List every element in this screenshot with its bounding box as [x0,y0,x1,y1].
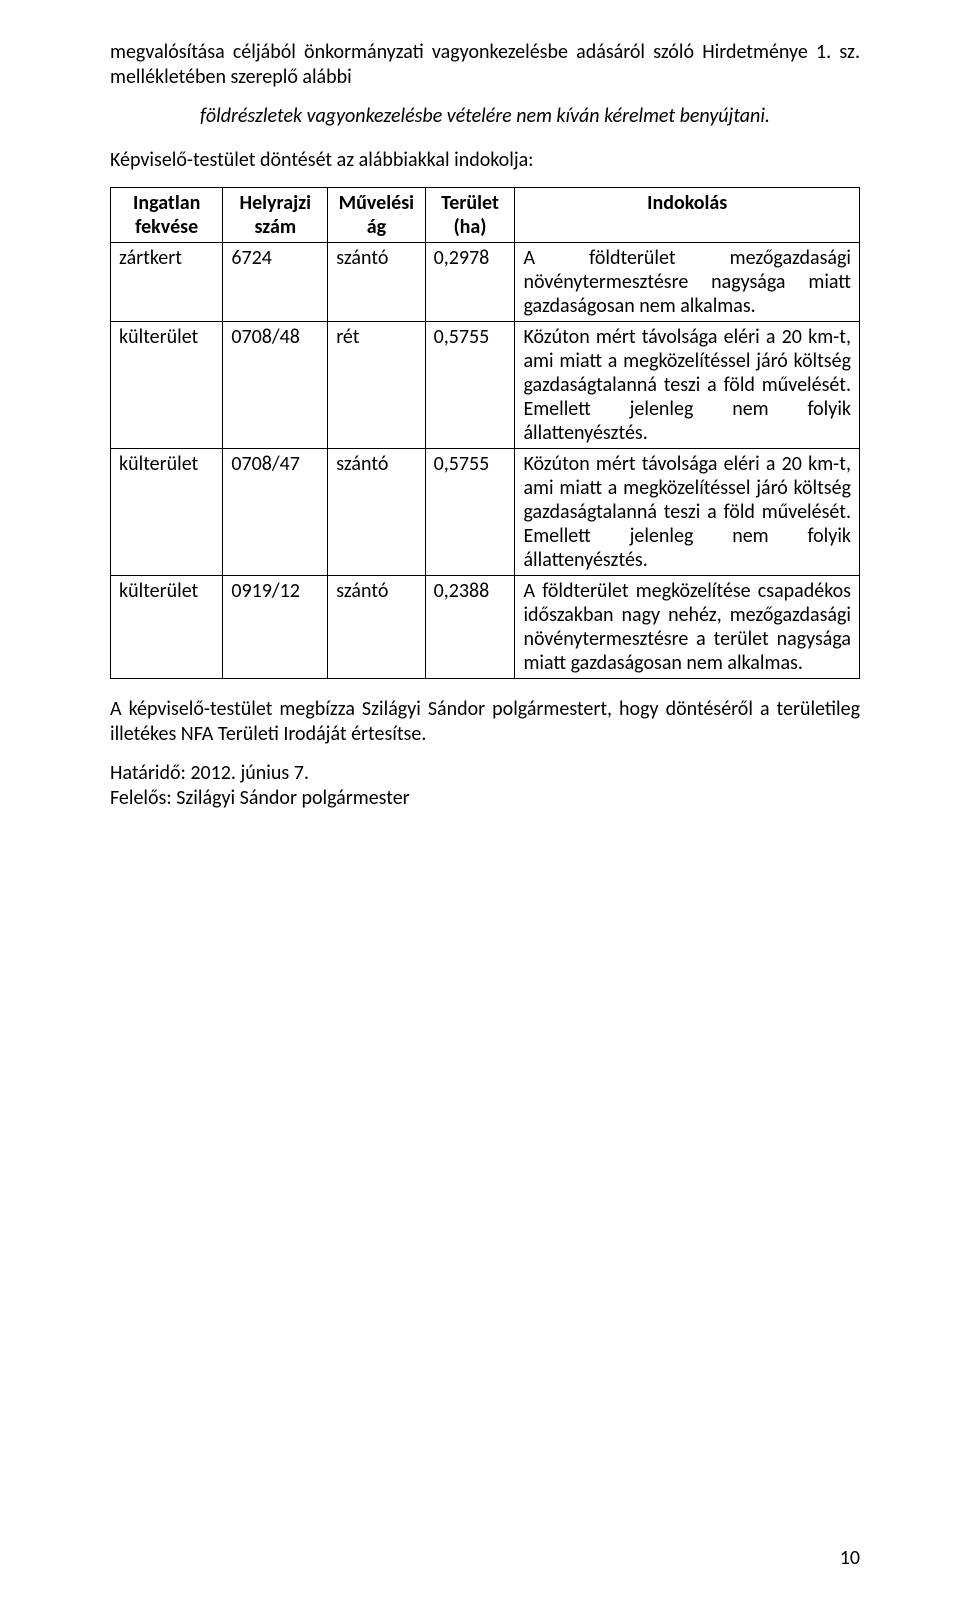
cell-mag: szántó [328,243,425,322]
table-head: Ingatlan fekvése Helyrajzi szám Művelési… [111,188,860,243]
cell-indokolas: Közúton mért távolsága eléri a 20 km-t, … [515,449,860,576]
col-header-fekvese: Ingatlan fekvése [111,188,223,243]
document-page: megvalósítása céljából önkormányzati vag… [0,0,960,1610]
cell-mag: szántó [328,449,425,576]
col-header-muvelesi: Művelési ág [328,188,425,243]
cell-mag: rét [328,322,425,449]
cell-hrsz: 0708/47 [223,449,328,576]
land-table: Ingatlan fekvése Helyrajzi szám Művelési… [110,187,860,679]
cell-fekvese: zártkert [111,243,223,322]
cell-fekvese: külterület [111,576,223,679]
table-header-row: Ingatlan fekvése Helyrajzi szám Művelési… [111,188,860,243]
cell-terulet: 0,5755 [425,449,515,576]
col-header-fekvese-l2: fekvése [135,215,198,239]
table-body: zártkert 6724 szántó 0,2978 A földterüle… [111,243,860,679]
table-row: külterület 0919/12 szántó 0,2388 A földt… [111,576,860,679]
intro-paragraph: megvalósítása céljából önkormányzati vag… [110,40,860,90]
cell-hrsz: 0919/12 [223,576,328,679]
col-header-fekvese-l1: Ingatlan [133,191,200,215]
col-header-terulet: Terület (ha) [425,188,515,243]
cell-mag: szántó [328,576,425,679]
cell-indokolas: A földterület mezőgazdasági növénytermes… [515,243,860,322]
col-header-terulet-l1: Terület [441,191,499,215]
cell-hrsz: 0708/48 [223,322,328,449]
cell-terulet: 0,2978 [425,243,515,322]
lead-in-line: Képviselő-testület döntését az alábbiakk… [110,148,860,173]
col-header-helyrajzi-l2: szám [254,215,296,239]
cell-indokolas: Közúton mért távolsága eléri a 20 km-t, … [515,322,860,449]
table-row: külterület 0708/48 rét 0,5755 Közúton mé… [111,322,860,449]
col-header-terulet-l2: (ha) [453,215,486,239]
cell-terulet: 0,5755 [425,322,515,449]
col-header-helyrajzi-l1: Helyrajzi [239,191,311,215]
deadline-line: Határidő: 2012. június 7. [110,761,860,786]
table-row: zártkert 6724 szántó 0,2978 A földterüle… [111,243,860,322]
cell-fekvese: külterület [111,322,223,449]
col-header-muvelesi-l2: ág [367,215,386,239]
col-header-helyrajzi: Helyrajzi szám [223,188,328,243]
cell-fekvese: külterület [111,449,223,576]
table-row: külterület 0708/47 szántó 0,5755 Közúton… [111,449,860,576]
page-number: 10 [840,1546,860,1570]
cell-indokolas: A földterület megközelítése csapadékos i… [515,576,860,679]
responsible-line: Felelős: Szilágyi Sándor polgármester [110,786,860,811]
center-italic-line: földrészletek vagyonkezelésbe vételére n… [110,104,860,128]
col-header-muvelesi-l1: Művelési [339,191,414,215]
cell-terulet: 0,2388 [425,576,515,679]
closing-paragraph: A képviselő-testület megbízza Szilágyi S… [110,697,860,747]
cell-hrsz: 6724 [223,243,328,322]
col-header-indokolas: Indokolás [515,188,860,243]
